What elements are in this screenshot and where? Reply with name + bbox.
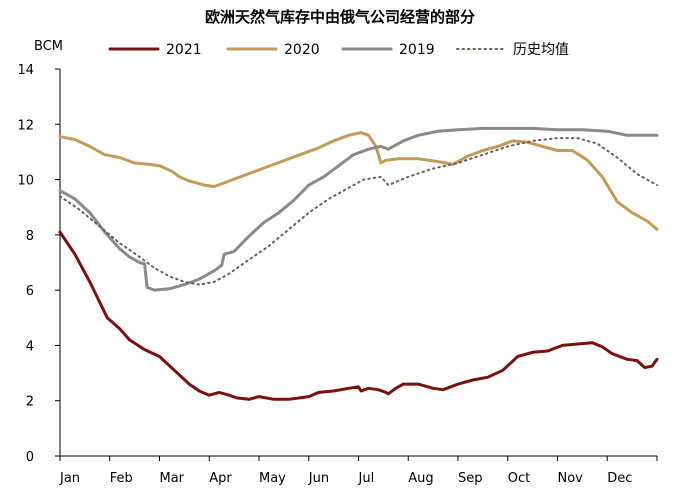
series-line-历史均值 [59,137,658,286]
y-tick-label: 0 [26,450,34,465]
y-tick-label: 14 [17,63,34,78]
x-tick-label: Oct [508,471,530,486]
axes: 0 2 4 6 8 10 12 14 Jan Feb Mar Apr May Jun Jul Aug Sep Oc… [17,63,658,486]
y-tick-label: 8 [26,229,34,244]
legend-label-历史均值: 历史均值 [513,42,569,58]
x-tick-label: Jan [59,471,80,486]
x-tick-label: Feb [110,471,133,486]
legend-label-2019: 2019 [399,42,435,58]
x-tick-label: Mar [160,471,185,486]
x-tick-label: Apr [209,471,232,486]
legend-label-2020: 2020 [284,42,320,58]
x-tick-label: Sep [458,471,483,486]
x-tick-label: Aug [408,471,433,486]
y-tick-label: 12 [17,118,34,133]
legend-label-2021: 2021 [166,42,202,58]
y-tick-label: 6 [26,284,34,299]
series-line-2019 [58,126,659,292]
y-tick-label: 4 [26,339,34,354]
series-layer [58,126,659,401]
x-tick-label: Jun [308,471,329,486]
y-axis-label: BCM [34,39,63,54]
series-line-2021 [58,230,659,401]
series-line-2020 [58,131,659,231]
y-tick-label: 2 [26,395,34,410]
x-tick-label: Nov [558,471,584,486]
y-tick-label: 10 [17,174,34,189]
x-tick-label: Jul [358,471,375,486]
x-tick-label: May [259,471,286,486]
chart-title: 欧洲天然气库存中由俄气公司经营的部分 [205,8,475,26]
x-tick-label: Dec [607,471,632,486]
legend: 2021 2020 2019 历史均值 [108,42,569,58]
